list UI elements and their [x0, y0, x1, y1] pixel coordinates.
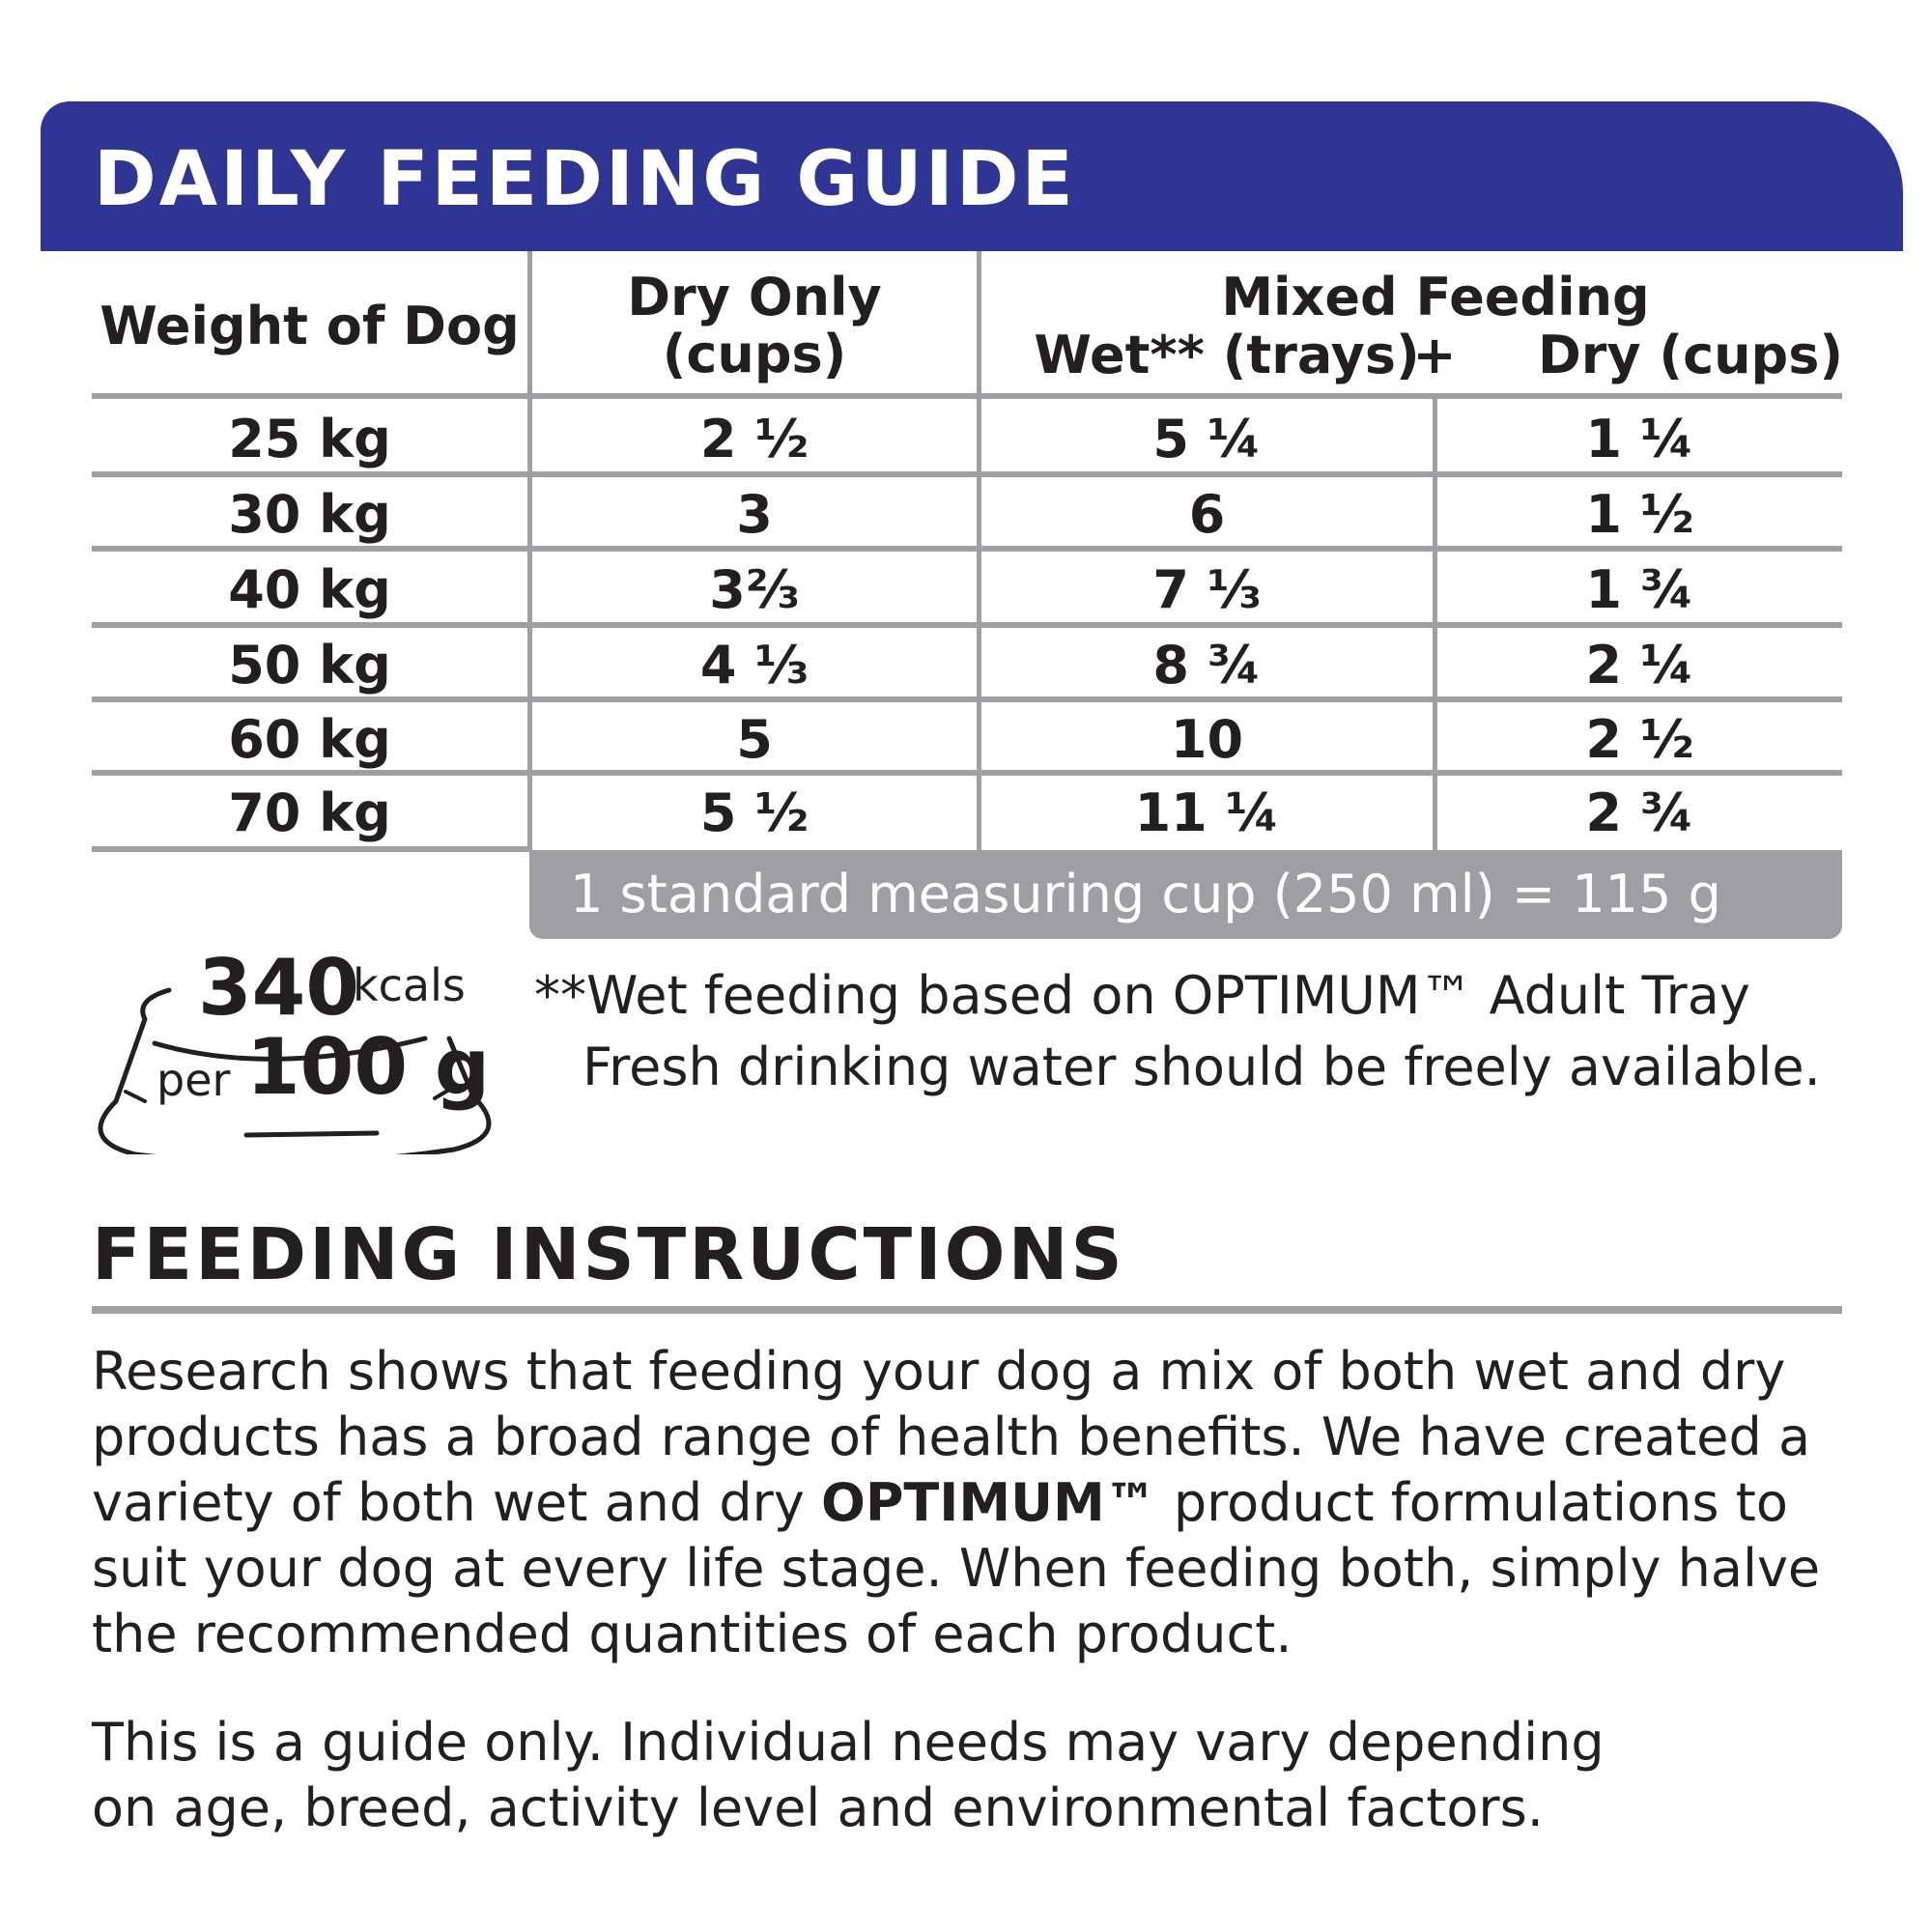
cell-wet: 7 ⅓ [1152, 559, 1262, 620]
row-divider [92, 546, 1842, 552]
cell-weight: 70 kg [228, 782, 391, 843]
cell-dry-only: 4 ⅓ [699, 635, 810, 696]
cell-dry-only: 5 ½ [699, 782, 810, 843]
instructions-paragraph: Research shows that feeding your dog a m… [92, 1339, 1860, 1667]
cell-weight: 40 kg [228, 559, 391, 620]
cell-dry: 1 ½ [1585, 484, 1694, 545]
page-title: DAILY FEEDING GUIDE [94, 136, 1076, 223]
header-dry-only-unit: (cups) [662, 324, 847, 385]
header-mixed-feeding: Mixed Feeding [1221, 267, 1650, 327]
cell-weight: 25 kg [228, 409, 391, 469]
row-divider [92, 770, 1842, 776]
paragraph-text: Research shows that feeding your dog a m… [92, 1341, 1811, 1533]
cell-weight: 30 kg [228, 484, 391, 545]
energy-per-label: per [156, 1054, 231, 1106]
cell-dry: 1 ¾ [1585, 559, 1694, 620]
energy-badge: 340 kcals per 100 g [77, 942, 522, 1154]
row-divider [92, 471, 1842, 477]
cell-dry-only: 3⅔ [709, 559, 800, 620]
section-title-instructions: FEEDING INSTRUCTIONS [92, 1213, 1125, 1296]
brand-name: OPTIMUM™ [820, 1472, 1157, 1533]
header-weight: Weight of Dog [99, 296, 520, 356]
cell-dry-only: 5 [736, 709, 773, 770]
cell-wet: 5 ¼ [1152, 409, 1262, 469]
cell-dry: 2 ¾ [1585, 782, 1694, 843]
cell-dry: 1 ¼ [1585, 409, 1694, 469]
header-wet-trays: Wet** (trays) [1034, 325, 1420, 385]
paragraph-text: product formulations to suit your dog at… [92, 1472, 1821, 1664]
water-footnote: Fresh drinking water should be freely av… [582, 1037, 1821, 1097]
section-divider [92, 1306, 1842, 1314]
cup-conversion-note: 1 standard measuring cup (250 ml) = 115 … [529, 850, 1842, 939]
energy-amount: 100 g [246, 1022, 491, 1112]
cell-weight: 50 kg [228, 635, 391, 696]
food-bowl-icon [98, 987, 492, 1154]
row-divider [92, 622, 1842, 628]
header-dry-cups: Dry (cups) [1537, 325, 1844, 385]
cell-wet: 11 ¼ [1134, 782, 1280, 843]
title-banner: DAILY FEEDING GUIDE [41, 101, 1903, 251]
cell-wet: 6 [1188, 484, 1226, 545]
cell-wet: 10 [1170, 709, 1244, 770]
cell-dry: 2 ¼ [1585, 635, 1694, 696]
cell-weight: 60 kg [228, 709, 391, 770]
cell-dry-only: 3 [736, 484, 773, 545]
row-divider [92, 846, 532, 852]
row-divider [92, 393, 1842, 399]
disclaimer-paragraph: This is a guide only. Individual needs m… [92, 1712, 1605, 1838]
wet-feeding-footnote: **Wet feeding based on OPTIMUM™ Adult Tr… [534, 965, 1750, 1026]
header-plus: + [1412, 325, 1457, 385]
cell-dry: 2 ½ [1585, 709, 1694, 770]
cell-dry-only: 2 ½ [699, 409, 810, 469]
energy-unit: kcals [353, 959, 466, 1011]
header-dry-only: Dry Only (cups) [532, 269, 977, 384]
row-divider [92, 696, 1842, 702]
cell-wet: 8 ¾ [1152, 635, 1262, 696]
header-dry-only-label: Dry Only [627, 267, 882, 327]
energy-value: 340 [198, 943, 359, 1033]
